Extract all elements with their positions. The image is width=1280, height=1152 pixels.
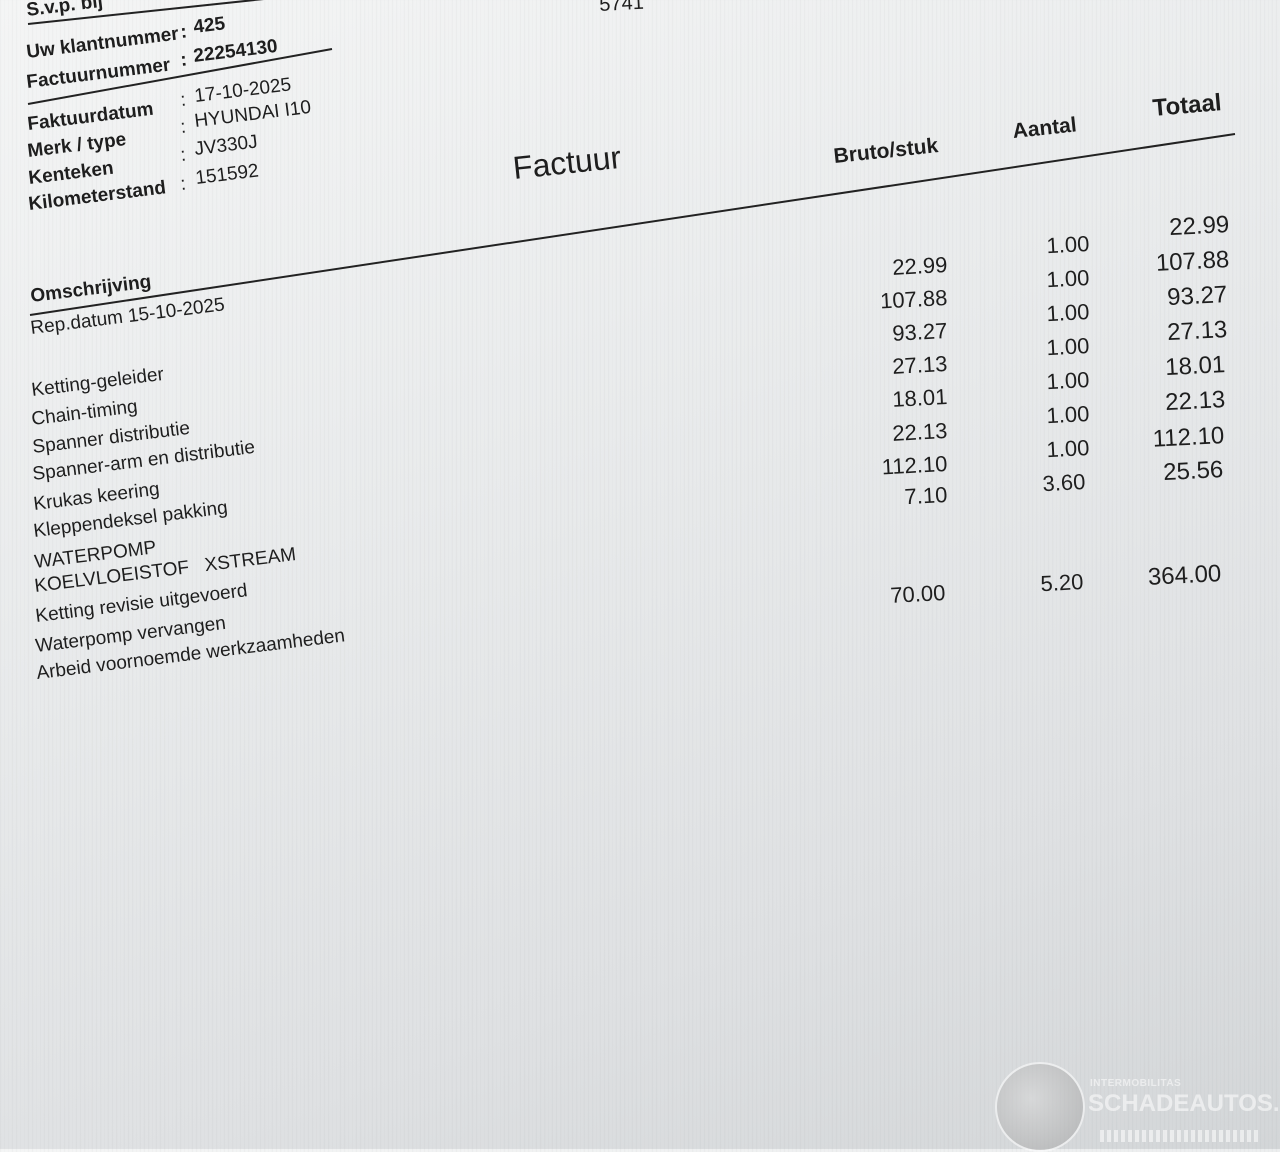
tire-tread-icon <box>1100 1130 1260 1142</box>
divider-line <box>27 0 264 25</box>
column-header-totaal: Totaal <box>1151 89 1223 123</box>
watermark-big-text: SCHADEAUTOS.NL <box>1088 1090 1280 1117</box>
divider-line <box>27 48 333 105</box>
meta-value-klantnummer: 425 <box>192 13 227 39</box>
globe-icon <box>995 1062 1085 1152</box>
address-fragment: 5741 <box>598 0 645 17</box>
watermark-logo: INTERMOBILITAS SCHADEAUTOS.NL <box>995 1062 1280 1152</box>
table-header-line <box>29 133 1236 316</box>
watermark-small-text: INTERMOBILITAS <box>1090 1078 1182 1089</box>
